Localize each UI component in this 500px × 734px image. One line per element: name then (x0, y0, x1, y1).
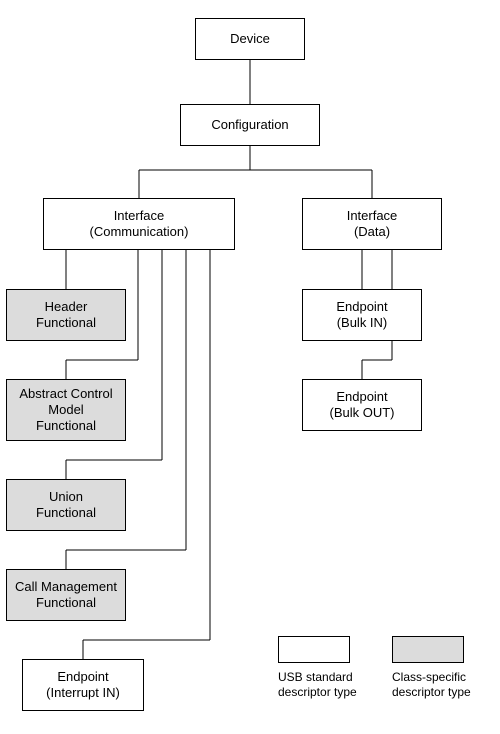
node-callmgmt_func: Call Management Functional (6, 569, 126, 621)
usb-descriptor-tree: Device Configuration Interface (Communicat… (0, 0, 500, 734)
node-legend_std_box (278, 636, 350, 663)
node-config: Configuration (180, 104, 320, 146)
node-legend_cls_box (392, 636, 464, 663)
node-ep_intin: Endpoint (Interrupt IN) (22, 659, 144, 711)
node-iface_data: Interface (Data) (302, 198, 442, 250)
node-device: Device (195, 18, 305, 60)
node-header_func: Header Functional (6, 289, 126, 341)
node-union_func: Union Functional (6, 479, 126, 531)
node-acm_func: Abstract Control Model Functional (6, 379, 126, 441)
node-iface_comm: Interface (Communication) (43, 198, 235, 250)
legend-label-standard: USB standard descriptor type (278, 670, 357, 700)
node-ep_bulkout: Endpoint (Bulk OUT) (302, 379, 422, 431)
node-ep_bulkin: Endpoint (Bulk IN) (302, 289, 422, 341)
legend-label-class_specific: Class-specific descriptor type (392, 670, 471, 700)
